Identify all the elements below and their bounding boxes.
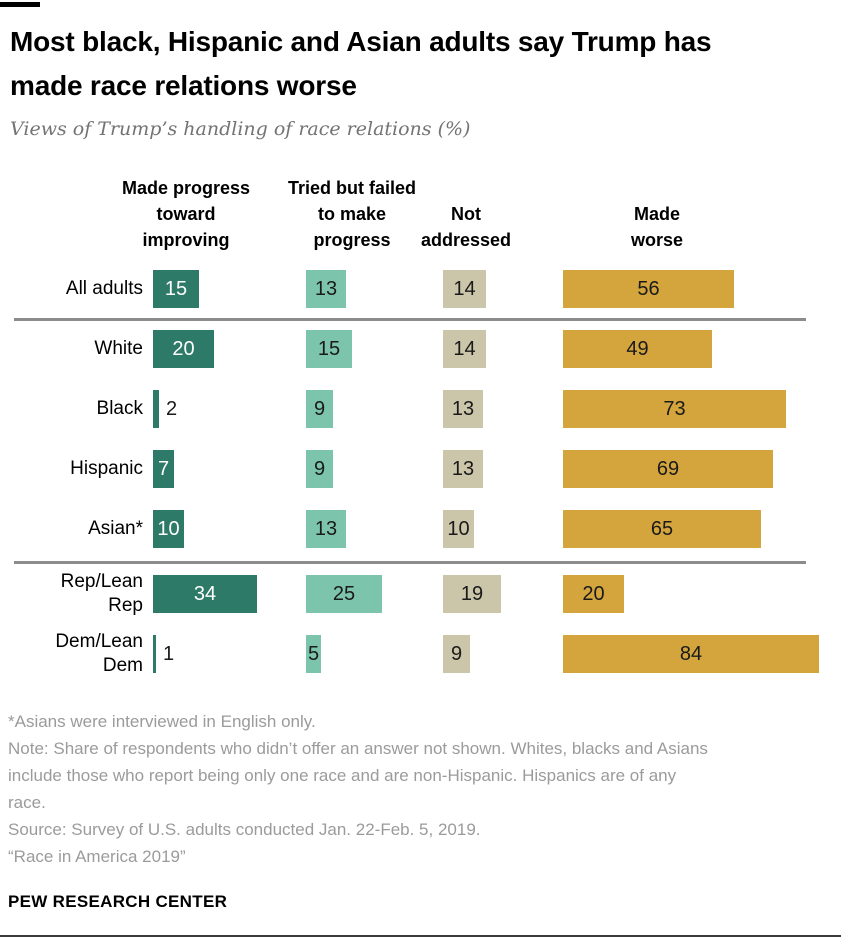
bar-black-col1: 9 bbox=[306, 390, 333, 428]
bar-hispanic-col2: 13 bbox=[443, 450, 483, 488]
bar-value-black-col2: 13 bbox=[451, 397, 475, 420]
bar-value-asian-col1: 13 bbox=[314, 517, 338, 540]
bar-value-rep-lean-rep-col2: 19 bbox=[460, 582, 484, 605]
footnotes: *Asians were interviewed in English only… bbox=[8, 708, 838, 870]
bar-value-rep-lean-rep-col3: 20 bbox=[582, 582, 605, 605]
row-label-all-adults: All adults bbox=[65, 278, 143, 299]
group-divider bbox=[14, 318, 806, 321]
bar-value-all-adults-col2: 14 bbox=[453, 277, 476, 300]
bar-all-adults-col3: 56 bbox=[563, 270, 734, 308]
bar-value-white-col1: 15 bbox=[317, 337, 341, 360]
bar-value-rep-lean-rep-col1: 25 bbox=[332, 582, 356, 605]
bar-dem-lean-dem-col2: 9 bbox=[443, 635, 470, 673]
row-label-asian: Asian* bbox=[88, 518, 143, 539]
bar-black-col0 bbox=[153, 390, 159, 428]
bar-value-asian-col0: 10 bbox=[157, 517, 180, 540]
bar-value-dem-lean-dem-col3: 84 bbox=[679, 642, 703, 665]
footnote-asterisk: *Asians were interviewed in English only… bbox=[8, 712, 316, 731]
bar-value-white-col0: 20 bbox=[172, 337, 195, 360]
bar-value-white-col3: 49 bbox=[626, 337, 649, 360]
bar-value-all-adults-col3: 56 bbox=[637, 277, 660, 300]
bar-dem-lean-dem-col3: 84 bbox=[563, 635, 819, 673]
bar-value-black-col1: 9 bbox=[313, 397, 326, 420]
top-accent-bar bbox=[0, 2, 40, 7]
bar-rep-lean-rep-col2: 19 bbox=[443, 575, 501, 613]
bar-black-col3: 73 bbox=[563, 390, 786, 428]
bar-rep-lean-rep-col0: 34 bbox=[153, 575, 257, 613]
column-header-made-worse: Made worse bbox=[630, 204, 684, 250]
bar-all-adults-col2: 14 bbox=[443, 270, 486, 308]
bar-rep-lean-rep-col1: 25 bbox=[306, 575, 382, 613]
row-label-dem-lean-dem: Dem/Lean Dem bbox=[55, 631, 143, 676]
chart-title: Most black, Hispanic and Asian adults sa… bbox=[10, 26, 712, 101]
bar-value-black-col3: 73 bbox=[663, 397, 686, 420]
bar-value-asian-col2: 10 bbox=[447, 517, 470, 540]
bottom-divider bbox=[0, 935, 841, 937]
bar-value-white-col2: 14 bbox=[453, 337, 476, 360]
bar-hispanic-col1: 9 bbox=[306, 450, 333, 488]
pew-research-center-logo-text: PEW RESEARCH CENTER bbox=[8, 892, 228, 911]
bar-white-col3: 49 bbox=[563, 330, 712, 368]
bar-hispanic-col0: 7 bbox=[153, 450, 174, 488]
bar-rep-lean-rep-col3: 20 bbox=[563, 575, 624, 613]
bar-value-all-adults-col1: 13 bbox=[314, 277, 338, 300]
row-label-black: Black bbox=[96, 398, 143, 419]
bar-value-dem-lean-dem-col2: 9 bbox=[450, 642, 463, 665]
bar-value-dem-lean-dem-col0: 1 bbox=[163, 643, 175, 665]
bar-hispanic-col3: 69 bbox=[563, 450, 773, 488]
bar-white-col1: 15 bbox=[306, 330, 352, 368]
row-label-hispanic: Hispanic bbox=[70, 458, 143, 479]
footnote-note: Note: Share of respondents who didn’t of… bbox=[8, 739, 708, 812]
bar-all-adults-col1: 13 bbox=[306, 270, 346, 308]
bar-asian-col0: 10 bbox=[153, 510, 184, 548]
column-header-made-progress: Made progress toward improving bbox=[121, 178, 251, 250]
bar-value-rep-lean-rep-col0: 34 bbox=[193, 582, 217, 605]
row-label-white: White bbox=[94, 338, 143, 359]
chart-subtitle: Views of Trump’s handling of race relati… bbox=[10, 118, 471, 140]
bar-value-hispanic-col1: 9 bbox=[313, 457, 326, 480]
footnote-source: Source: Survey of U.S. adults conducted … bbox=[8, 820, 481, 839]
bar-white-col2: 14 bbox=[443, 330, 486, 368]
row-label-rep-lean-rep: Rep/Lean Rep bbox=[60, 571, 143, 616]
bar-value-hispanic-col0: 7 bbox=[157, 457, 170, 480]
bar-white-col0: 20 bbox=[153, 330, 214, 368]
bar-value-black-col0: 2 bbox=[166, 398, 178, 420]
bar-asian-col2: 10 bbox=[443, 510, 474, 548]
bar-value-hispanic-col2: 13 bbox=[451, 457, 475, 480]
bar-value-all-adults-col0: 15 bbox=[164, 277, 188, 300]
bar-asian-col1: 13 bbox=[306, 510, 346, 548]
bar-value-dem-lean-dem-col1: 5 bbox=[307, 642, 320, 665]
footnote-citation: “Race in America 2019” bbox=[8, 847, 186, 866]
column-header-tried-but-failed: Tried but failed to make progress bbox=[287, 178, 416, 250]
bar-black-col2: 13 bbox=[443, 390, 483, 428]
group-divider bbox=[14, 560, 806, 564]
bar-value-asian-col3: 65 bbox=[650, 517, 674, 540]
column-header-not-addressed: Not addressed bbox=[420, 204, 512, 250]
bar-dem-lean-dem-col0 bbox=[153, 635, 156, 673]
bar-value-hispanic-col3: 69 bbox=[656, 457, 680, 480]
bar-dem-lean-dem-col1: 5 bbox=[306, 635, 321, 673]
bar-all-adults-col0: 15 bbox=[153, 270, 199, 308]
bar-asian-col3: 65 bbox=[563, 510, 761, 548]
